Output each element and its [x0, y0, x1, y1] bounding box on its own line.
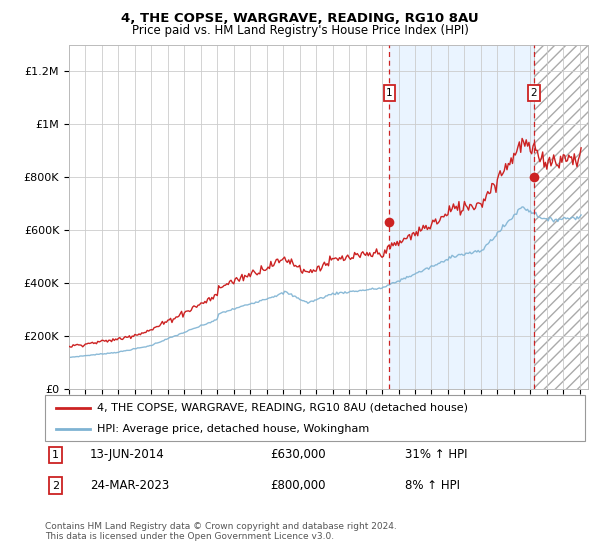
- Text: 1: 1: [52, 450, 59, 460]
- Text: £630,000: £630,000: [270, 448, 326, 461]
- Text: 13-JUN-2014: 13-JUN-2014: [90, 448, 165, 461]
- Text: 8% ↑ HPI: 8% ↑ HPI: [405, 479, 460, 492]
- Text: Contains HM Land Registry data © Crown copyright and database right 2024.
This d: Contains HM Land Registry data © Crown c…: [45, 522, 397, 542]
- Text: 24-MAR-2023: 24-MAR-2023: [90, 479, 169, 492]
- Text: HPI: Average price, detached house, Wokingham: HPI: Average price, detached house, Woki…: [97, 424, 370, 434]
- Text: 2: 2: [52, 480, 59, 491]
- Text: 1: 1: [386, 88, 393, 98]
- Bar: [389, 45, 534, 389]
- Bar: [534, 45, 588, 389]
- Text: 2: 2: [530, 88, 537, 98]
- Text: Price paid vs. HM Land Registry's House Price Index (HPI): Price paid vs. HM Land Registry's House …: [131, 24, 469, 36]
- Text: 31% ↑ HPI: 31% ↑ HPI: [405, 448, 467, 461]
- Text: 4, THE COPSE, WARGRAVE, READING, RG10 8AU: 4, THE COPSE, WARGRAVE, READING, RG10 8A…: [121, 12, 479, 25]
- Text: 4, THE COPSE, WARGRAVE, READING, RG10 8AU (detached house): 4, THE COPSE, WARGRAVE, READING, RG10 8A…: [97, 403, 468, 413]
- Text: £800,000: £800,000: [270, 479, 325, 492]
